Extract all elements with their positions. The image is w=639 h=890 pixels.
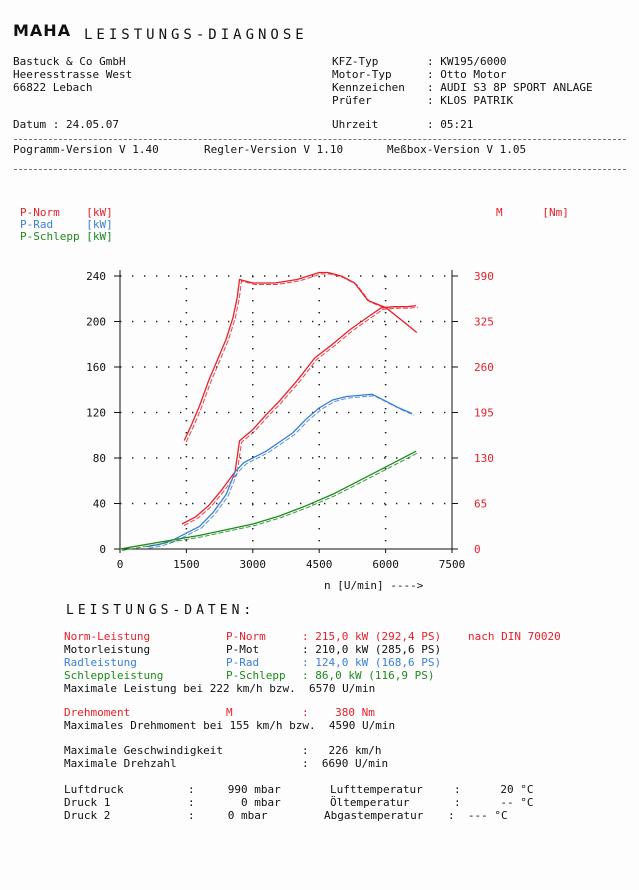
- power-torque-chart: 0 40 80 120 160 200 240 0 65 130 195 260 325 390 0 1500…: [86, 270, 494, 571]
- torque-value: : 380 Nm: [302, 706, 375, 719]
- y-tick-label-right: 195: [474, 407, 494, 420]
- torque-code: M: [226, 706, 233, 719]
- y-tick-label-right: 65: [474, 498, 487, 511]
- legend-p-rad: P-Rad [kW]: [20, 218, 113, 231]
- result-code: P-Norm: [226, 630, 266, 643]
- maha-logo: MAHA: [13, 21, 72, 40]
- company-street: Heeresstrasse West: [13, 68, 133, 81]
- legend-p-schlepp: P-Schlepp [kW]: [20, 230, 113, 243]
- y-tick-label-left: 240: [86, 270, 106, 283]
- max-power-line: Maximale Leistung bei 222 km/h bzw. 6570…: [64, 682, 376, 695]
- air-temp-value: : 20 °C: [454, 783, 534, 796]
- pressure1-label: Druck 1: [64, 796, 111, 809]
- y-tick-label-left: 120: [86, 407, 106, 420]
- result-code: P-Rad: [226, 656, 260, 669]
- series-line-p-schlepp: [119, 450, 417, 550]
- max-rpm-value: : 6690 U/min: [302, 757, 389, 770]
- x-axis-label: n [U/min] ---->: [324, 579, 424, 592]
- date-field: Datum : 24.05.07: [13, 118, 119, 131]
- plate-value: : AUDI S3 8P SPORT ANLAGE: [427, 81, 593, 94]
- vehicle-type-label: KFZ-Typ: [332, 55, 379, 68]
- x-tick-label: 4500: [306, 558, 333, 571]
- legend-torque: M [Nm]: [496, 206, 569, 219]
- chart-axes: [119, 270, 453, 550]
- air-temp-label: Lufttemperatur: [330, 783, 423, 796]
- result-value: : 210,0 kW (285,6 PS): [302, 643, 442, 656]
- x-tick-label: 7500: [439, 558, 466, 571]
- max-rpm-label: Maximale Drehzahl: [64, 757, 177, 770]
- result-label: Motorleistung: [64, 643, 151, 656]
- results-title: LEISTUNGS-DATEN:: [66, 603, 256, 618]
- program-version: Pogramm-Version V 1.40: [13, 143, 159, 156]
- max-speed-value: : 226 km/h: [302, 744, 382, 757]
- torque-label: Drehmoment: [64, 706, 131, 719]
- result-label: Schleppleistung: [64, 669, 164, 682]
- y-tick-label-right: 325: [474, 316, 494, 329]
- result-value: : 86,0 kW (116,9 PS): [302, 669, 435, 682]
- y-tick-label-right: 260: [474, 361, 494, 374]
- controller-version: Regler-Version V 1.10: [204, 143, 344, 156]
- result-value: : 124,0 kW (168,6 PS): [302, 656, 442, 669]
- x-tick-label: 0: [117, 558, 124, 571]
- series-line-p-norm: [181, 304, 417, 525]
- divider-bottom: [14, 169, 626, 170]
- air-pressure-label: Luftdruck: [64, 783, 124, 796]
- company-city: 66822 Lebach: [13, 81, 93, 94]
- series-line-repeat-p-norm: [183, 306, 419, 526]
- inspector-label: Prüfer: [332, 94, 372, 107]
- max-speed-label: Maximale Geschwindigkeit: [64, 744, 223, 757]
- result-label: Norm-Leistung: [64, 630, 151, 643]
- series-line-m: [183, 271, 417, 441]
- y-tick-label-left: 40: [93, 498, 106, 511]
- y-tick-label-left: 0: [99, 543, 106, 556]
- y-tick-label-left: 200: [86, 316, 106, 329]
- pressure2-label: Druck 2: [64, 809, 111, 822]
- legend-p-norm: P-Norm [kW]: [20, 206, 113, 219]
- chart-series: [119, 271, 419, 551]
- y-tick-label-right: 0: [474, 543, 481, 556]
- y-tick-label-left: 80: [93, 452, 106, 465]
- series-line-repeat-p-rad: [148, 395, 415, 549]
- chart-ticks: 0 40 80 120 160 200 240 0 65 130 195 260 325 390 0 1500…: [86, 270, 494, 571]
- inspector-value: : KLOS PATRIK: [427, 94, 514, 107]
- result-code: P-Schlepp: [226, 669, 286, 682]
- y-tick-label-right: 130: [474, 452, 494, 465]
- x-tick-label: 3000: [240, 558, 267, 571]
- pressure1-value: : 0 mbar: [188, 796, 281, 809]
- oil-temp-value: : -- °C: [454, 796, 534, 809]
- y-tick-label-left: 160: [86, 361, 106, 374]
- x-tick-label: 1500: [173, 558, 200, 571]
- exhaust-temp-label: Abgastemperatur: [324, 809, 424, 822]
- series-line-p-rad: [146, 393, 413, 548]
- vehicle-type-value: : KW195/6000: [427, 55, 507, 68]
- engine-type-value: : Otto Motor: [427, 68, 507, 81]
- result-norm-note: nach DIN 70020: [468, 630, 561, 643]
- chart-grid: [120, 275, 452, 549]
- series-line-repeat-m: [185, 273, 419, 443]
- company-name: Bastuck & Co GmbH: [13, 55, 126, 68]
- max-torque-line: Maximales Drehmoment bei 155 km/h bzw. 4…: [64, 719, 396, 732]
- measurebox-version: Meßbox-Version V 1.05: [387, 143, 527, 156]
- divider-top: [14, 139, 626, 140]
- plate-label: Kennzeichen: [332, 81, 405, 94]
- result-code: P-Mot: [226, 643, 260, 656]
- time-value: : 05:21: [427, 118, 474, 131]
- time-label: Uhrzeit: [332, 118, 379, 131]
- y-tick-label-right: 390: [474, 270, 494, 283]
- result-value: : 215,0 kW (292,4 PS): [302, 630, 442, 643]
- x-tick-label: 6000: [372, 558, 399, 571]
- exhaust-temp-value: : --- °C: [448, 809, 508, 822]
- engine-type-label: Motor-Typ: [332, 68, 392, 81]
- result-label: Radleistung: [64, 656, 137, 669]
- pressure2-value: : 0 mbar: [188, 809, 268, 822]
- page-title: LEISTUNGS-DIAGNOSE: [84, 27, 308, 43]
- oil-temp-label: Öltemperatur: [330, 796, 410, 809]
- air-pressure-value: : 990 mbar: [188, 783, 281, 796]
- series-line-repeat-p-schlepp: [121, 452, 419, 551]
